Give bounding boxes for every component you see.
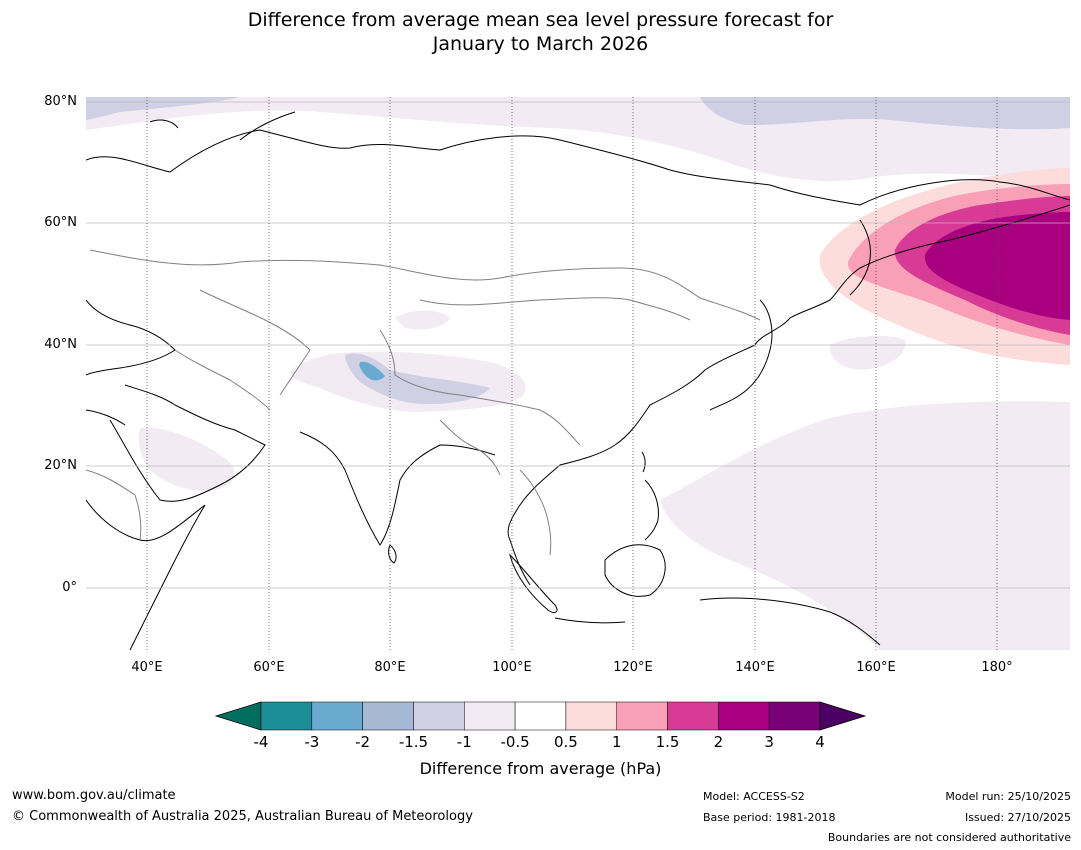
country-borders xyxy=(86,249,761,556)
coast-africa-horn xyxy=(86,499,206,650)
anomaly-tibet-strong xyxy=(359,361,385,381)
border-middle-east xyxy=(174,349,271,411)
footer-model-run: Model run: 25/10/2025 xyxy=(945,790,1071,803)
coast-south-china xyxy=(507,444,616,586)
colorbar-box xyxy=(514,701,567,731)
colorbar-extend-low xyxy=(214,701,262,731)
lat-label-20: 20°N xyxy=(44,458,77,473)
coast-novaya-zemlya xyxy=(239,111,296,141)
anomaly-shading xyxy=(86,97,1070,650)
coast-svalbard xyxy=(149,119,179,129)
border-indochina xyxy=(519,469,552,556)
coast-japan xyxy=(709,299,773,411)
lon-label-120: 120°E xyxy=(613,660,653,675)
chart-title-line2: January to March 2026 xyxy=(432,33,649,55)
coast-java xyxy=(554,617,626,624)
colorbar-box xyxy=(565,701,617,731)
footer-issued: Issued: 27/10/2025 xyxy=(964,811,1071,824)
anomaly-arctic-mid xyxy=(700,97,1070,130)
footer-base-period: Base period: 1981-2018 xyxy=(703,811,836,824)
lon-label-140: 140°E xyxy=(735,660,775,675)
coast-arabia xyxy=(109,384,266,502)
anomaly-mongolia xyxy=(395,310,450,330)
colorbar-box xyxy=(362,701,414,731)
colorbar-tick-label: 1 xyxy=(611,733,622,751)
anomaly-arctic-west xyxy=(86,97,240,120)
lon-label-40: 40°E xyxy=(131,660,163,675)
coastlines xyxy=(86,111,1070,650)
coast-sumatra xyxy=(509,553,558,613)
colorbar-tick-label: 1.5 xyxy=(655,733,680,751)
footer-disclaimer: Boundaries are not considered authoritat… xyxy=(827,831,1071,844)
anomaly-arabia xyxy=(138,427,235,491)
coast-sri-lanka xyxy=(388,544,397,564)
border-china-north xyxy=(419,297,691,321)
anomaly-npac-4 xyxy=(924,212,1070,320)
border-china-west xyxy=(379,329,581,446)
colorbar-tick-label: 3 xyxy=(764,733,774,751)
colorbar-box xyxy=(413,701,465,731)
footer-model: Model: ACCESS-S2 xyxy=(703,790,805,803)
lat-label-60: 60°N xyxy=(44,215,77,230)
colorbar-box xyxy=(616,701,668,731)
chart-title: Difference from average mean sea level p… xyxy=(0,8,1081,56)
colorbar-tick-label: -0.5 xyxy=(500,733,530,751)
footer-website: www.bom.gov.au/climate xyxy=(12,788,176,803)
coast-sea-north xyxy=(86,409,126,426)
lat-label-80: 80°N xyxy=(44,94,77,109)
lat-label-0: 0° xyxy=(62,580,77,595)
coast-taiwan xyxy=(641,451,646,473)
chart-title-line1: Difference from average mean sea level p… xyxy=(247,9,834,31)
coast-eurasia-north xyxy=(86,129,1070,206)
colorbar-box xyxy=(718,701,770,731)
colorbar-box xyxy=(667,701,719,731)
coast-philippines xyxy=(644,479,659,541)
coast-kamchatka xyxy=(849,219,871,296)
border-russia-south xyxy=(89,249,761,321)
graticule xyxy=(86,97,1070,650)
anomaly-tibet-mid xyxy=(345,353,490,405)
coast-borneo xyxy=(604,544,666,597)
border-india-east xyxy=(439,419,501,476)
colorbar-tick-label: 0.5 xyxy=(553,733,578,751)
footer-copyright: © Commonwealth of Australia 2025, Austra… xyxy=(12,809,473,824)
colorbar-box xyxy=(768,701,821,731)
colorbar-tick-label: -1 xyxy=(456,733,472,751)
lon-label-180: 180° xyxy=(981,660,1013,675)
lon-label-80: 80°E xyxy=(374,660,406,675)
colorbar-tick-label: -2 xyxy=(355,733,371,751)
lon-label-160: 160°E xyxy=(856,660,896,675)
colorbar-tick-label: -1.5 xyxy=(398,733,429,751)
colorbar-box xyxy=(464,701,516,731)
anomaly-pacific-north xyxy=(829,335,906,370)
colorbar-box xyxy=(260,701,313,731)
colorbar-extend-high xyxy=(819,701,867,731)
border-central-asia xyxy=(199,289,311,396)
colorbar-box xyxy=(311,701,363,731)
colorbar-tick-label: 2 xyxy=(713,733,724,751)
colorbar-label: Difference from average (hPa) xyxy=(419,759,662,778)
lon-label-100: 100°E xyxy=(492,660,532,675)
lon-label-60: 60°E xyxy=(253,660,285,675)
colorbar-tick-label: -3 xyxy=(304,733,320,751)
colorbar-tick-label: -4 xyxy=(253,733,269,751)
lat-label-40: 40°N xyxy=(44,337,77,352)
colorbar-tick-label: 4 xyxy=(815,733,825,751)
coast-new-guinea xyxy=(699,597,881,646)
border-africa xyxy=(86,469,142,541)
coast-eurasia-east xyxy=(614,204,1070,446)
